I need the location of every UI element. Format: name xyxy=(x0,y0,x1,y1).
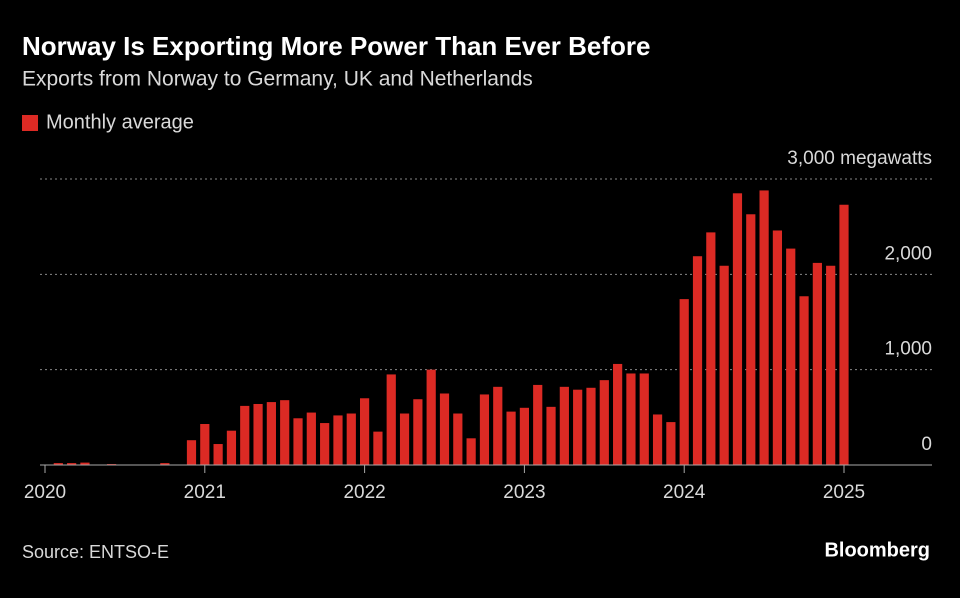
bar xyxy=(200,424,210,465)
bar xyxy=(479,394,490,465)
x-tick-label: 2022 xyxy=(343,482,385,503)
bar xyxy=(240,405,250,465)
bar xyxy=(426,369,436,465)
legend-swatch xyxy=(22,115,38,131)
bar xyxy=(506,411,516,465)
bar xyxy=(533,384,543,465)
bar xyxy=(666,422,676,465)
bar xyxy=(826,265,836,465)
bar xyxy=(373,431,383,465)
bar xyxy=(67,463,77,465)
bar xyxy=(466,438,476,465)
bar xyxy=(320,423,330,465)
y-tick-label: 1,000 xyxy=(884,339,932,360)
bar xyxy=(186,440,197,465)
bar xyxy=(746,214,756,465)
bar xyxy=(306,412,316,465)
y-tick-label: 0 xyxy=(921,434,932,455)
bar xyxy=(546,406,556,465)
x-tick-label: 2024 xyxy=(663,482,706,503)
brand: Bloomberg xyxy=(824,539,930,561)
bar xyxy=(439,393,450,465)
legend-label: Monthly average xyxy=(46,111,194,133)
bar xyxy=(160,463,170,465)
bar xyxy=(226,430,237,465)
bar xyxy=(493,386,503,465)
bar xyxy=(293,418,303,465)
bar xyxy=(706,232,716,465)
bar xyxy=(519,407,529,465)
bar xyxy=(613,363,623,465)
bar xyxy=(453,413,463,465)
bar xyxy=(599,380,609,465)
bar xyxy=(586,387,596,465)
chart-title: Norway Is Exporting More Power Than Ever… xyxy=(22,31,650,61)
source: Source: ENTSO-E xyxy=(22,542,169,562)
x-tick-label: 2021 xyxy=(184,482,226,503)
bar xyxy=(679,299,689,465)
bar xyxy=(280,400,290,465)
bar xyxy=(559,386,569,465)
bar xyxy=(266,402,276,465)
bar xyxy=(253,403,263,465)
bar xyxy=(692,256,703,465)
bar xyxy=(786,248,796,465)
bar xyxy=(80,462,90,465)
bar xyxy=(839,204,849,466)
chart-subtitle: Exports from Norway to Germany, UK and N… xyxy=(22,68,533,91)
x-tick-label: 2023 xyxy=(503,482,545,503)
bar xyxy=(799,296,809,465)
bar xyxy=(386,374,396,465)
bar xyxy=(812,262,822,465)
bar xyxy=(772,230,783,465)
bar xyxy=(399,413,410,465)
bar xyxy=(652,414,663,465)
x-tick-label: 2025 xyxy=(823,482,865,503)
bar xyxy=(626,373,636,465)
bar xyxy=(333,415,343,465)
bar xyxy=(759,190,769,465)
y-tick-label: 3,000 megawatts xyxy=(787,148,932,169)
y-tick-label: 2,000 xyxy=(884,243,932,264)
bar xyxy=(213,444,223,465)
x-tick-label: 2020 xyxy=(24,482,66,503)
bar xyxy=(53,463,63,465)
bar xyxy=(360,398,370,465)
bar xyxy=(573,389,583,465)
bar xyxy=(732,193,743,466)
bar xyxy=(413,399,423,465)
bar xyxy=(346,413,356,465)
bar xyxy=(639,373,649,465)
bar xyxy=(719,265,729,465)
